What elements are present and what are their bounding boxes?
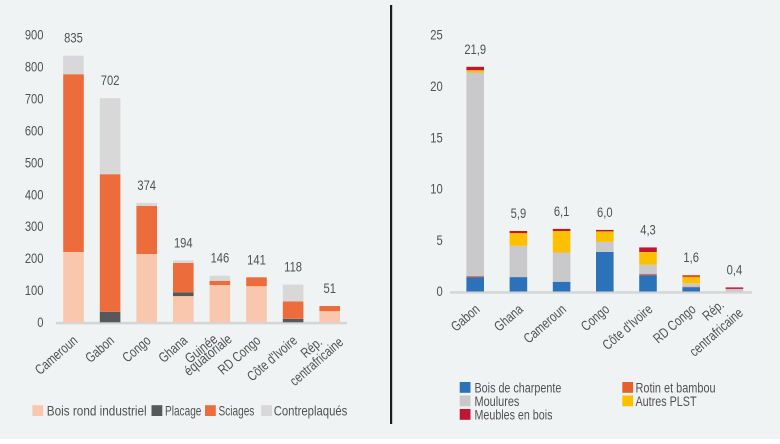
svg-text:194: 194 xyxy=(174,235,193,250)
svg-text:835: 835 xyxy=(64,31,83,46)
svg-text:6,0: 6,0 xyxy=(597,205,613,220)
svg-text:Contreplaqués: Contreplaqués xyxy=(274,402,348,418)
svg-text:300: 300 xyxy=(25,219,44,234)
svg-text:200: 200 xyxy=(25,251,44,266)
svg-text:600: 600 xyxy=(25,123,44,138)
svg-text:25: 25 xyxy=(430,28,442,43)
svg-text:118: 118 xyxy=(284,259,302,274)
svg-text:Sciages: Sciages xyxy=(219,403,255,419)
svg-text:141: 141 xyxy=(247,252,266,267)
svg-text:Bois rond industriel: Bois rond industriel xyxy=(47,403,147,419)
svg-text:0: 0 xyxy=(37,315,43,330)
svg-text:5: 5 xyxy=(436,233,442,248)
svg-text:900: 900 xyxy=(25,28,44,43)
svg-text:0,4: 0,4 xyxy=(727,262,743,277)
svg-text:400: 400 xyxy=(25,187,44,202)
svg-text:10: 10 xyxy=(430,181,442,196)
svg-text:374: 374 xyxy=(137,178,156,193)
svg-text:702: 702 xyxy=(101,73,120,88)
svg-text:100: 100 xyxy=(25,283,44,298)
svg-text:0: 0 xyxy=(436,284,442,299)
svg-text:Rotin et bambou: Rotin et bambou xyxy=(636,380,716,396)
svg-text:Moulures: Moulures xyxy=(475,394,520,410)
svg-text:21,9: 21,9 xyxy=(464,42,486,57)
svg-text:Meubles en bois: Meubles en bois xyxy=(475,407,553,423)
svg-text:51: 51 xyxy=(323,281,335,296)
svg-text:6,1: 6,1 xyxy=(554,204,570,219)
svg-text:1,6: 1,6 xyxy=(683,250,699,265)
svg-text:20: 20 xyxy=(430,79,442,94)
svg-text:5,9: 5,9 xyxy=(511,206,527,221)
svg-text:Placage: Placage xyxy=(165,403,202,419)
svg-text:700: 700 xyxy=(25,91,44,106)
svg-text:Autres PLST: Autres PLST xyxy=(636,394,697,410)
svg-text:15: 15 xyxy=(430,130,442,145)
svg-text:800: 800 xyxy=(25,59,44,74)
svg-text:500: 500 xyxy=(25,155,44,170)
svg-text:146: 146 xyxy=(211,251,230,266)
svg-text:Bois de charpente: Bois de charpente xyxy=(475,380,562,396)
svg-text:4,3: 4,3 xyxy=(640,222,656,237)
